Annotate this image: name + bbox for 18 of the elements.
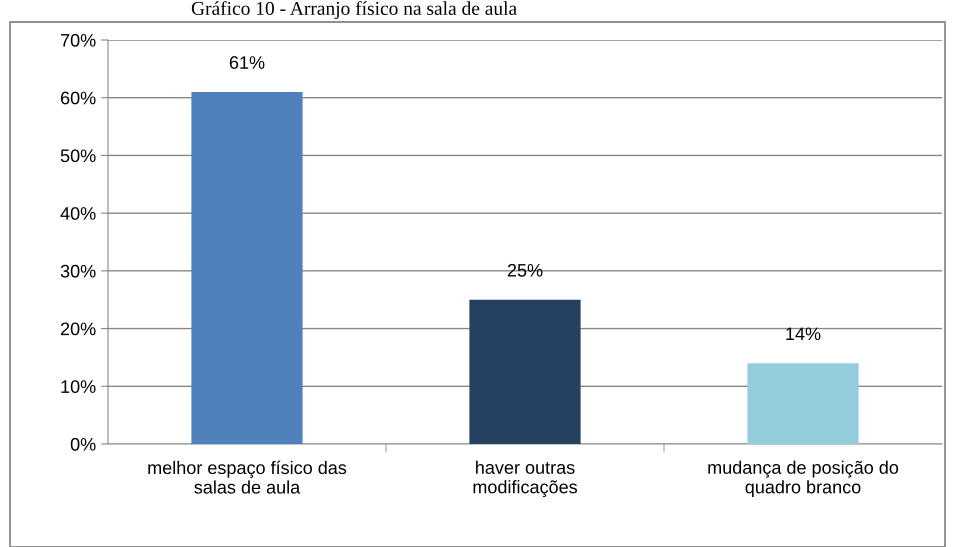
data-label: 14%: [786, 327, 820, 340]
y-tick-label: 10%: [61, 380, 96, 394]
x-tick-label: haver outras modificações: [474, 460, 578, 498]
x-tick-label: melhor espaço físico das salas de aula: [148, 460, 346, 494]
y-tick-label: 40%: [60, 207, 96, 220]
chart-title: Gráfico 10 - Arranjo físico na sala de aula: [192, 1, 517, 19]
data-label: 61%: [230, 56, 264, 69]
x-tick-label: mudança de posição do quadro branco: [708, 460, 898, 498]
y-tick-label: 20%: [60, 322, 96, 336]
y-tick-label: 50%: [60, 149, 96, 162]
y-tick-label: 60%: [60, 92, 96, 104]
y-tick-label: 0%: [70, 438, 96, 451]
bar: [747, 363, 859, 444]
bar: [469, 300, 581, 444]
y-tick-label: 30%: [60, 264, 96, 278]
y-tick-label: 70%: [60, 34, 96, 47]
data-label: 25%: [508, 264, 542, 277]
bar: [191, 92, 303, 444]
